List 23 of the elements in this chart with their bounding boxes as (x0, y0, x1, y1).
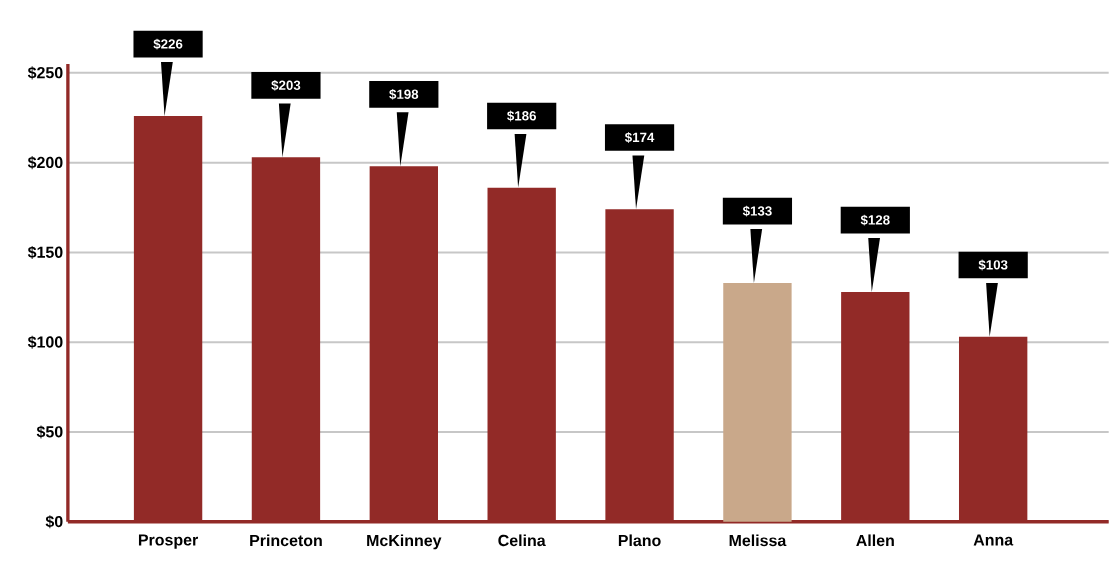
data-label: $203 (271, 79, 301, 91)
y-tick-label: $50 (36, 425, 63, 439)
data-label: $133 (742, 205, 772, 217)
data-label: $186 (507, 110, 537, 122)
data-label: $198 (389, 88, 419, 100)
data-label: $103 (978, 259, 1008, 271)
data-label: $128 (860, 214, 890, 226)
y-tick-label: $200 (27, 156, 63, 170)
x-tick-label: McKinney (367, 534, 442, 550)
y-tick-label: $250 (27, 66, 63, 80)
y-tick-label: $0 (45, 515, 63, 529)
data-label: $174 (624, 132, 655, 143)
bar (723, 282, 792, 522)
x-tick-label: Princeton (250, 534, 322, 547)
x-tick-label: Celina (498, 534, 546, 547)
data-label: $226 (153, 38, 183, 50)
x-tick-label: Melissa (729, 534, 787, 547)
x-tick-label: Allen (856, 534, 894, 547)
y-tick-label: $150 (27, 245, 63, 259)
y-tick-label: $100 (27, 335, 63, 349)
x-tick-label: Prosper (138, 534, 199, 549)
x-tick-label: Anna (973, 534, 1014, 546)
x-tick-label: Plano (618, 534, 661, 547)
